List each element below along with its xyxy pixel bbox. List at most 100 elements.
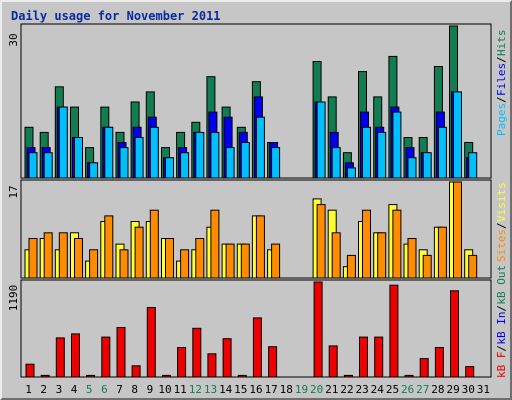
bar-pages-1	[28, 152, 38, 179]
x-tick-label-4: 4	[71, 383, 78, 396]
bar-sites-26	[407, 238, 417, 279]
bar-sites-21	[331, 232, 341, 279]
x-tick-label-2: 2	[40, 383, 47, 396]
bar-sites-17	[271, 243, 281, 279]
bar-pages-11	[180, 152, 190, 179]
bar-pages-20	[316, 101, 326, 179]
bottom-legend-kb-in: kB In	[495, 311, 508, 344]
bar-kbf-16	[252, 317, 262, 378]
bar-kbf-1	[25, 363, 35, 378]
x-tick-label-20: 20	[310, 383, 323, 396]
bar-pages-22	[346, 167, 356, 179]
x-tick-label-17: 17	[265, 383, 278, 396]
bar-kbf-14	[222, 338, 232, 378]
bottom-legend-sep: /	[495, 345, 508, 352]
bar-pages-17	[271, 147, 281, 179]
bar-kbf-30	[465, 366, 475, 378]
x-tick-label-21: 21	[325, 383, 338, 396]
bar-sites-27	[422, 254, 432, 279]
bar-sites-29	[453, 181, 462, 279]
bar-pages-2	[43, 152, 53, 179]
x-tick-label-12: 12	[189, 383, 202, 396]
bar-sites-4	[74, 238, 83, 279]
bar-kbf-2	[40, 374, 50, 378]
bar-sites-30	[468, 254, 478, 279]
x-tick-label-6: 6	[101, 383, 108, 396]
bar-sites-16	[255, 215, 265, 279]
middle-legend-sep: /	[495, 222, 508, 229]
x-tick-label-25: 25	[386, 383, 399, 396]
x-tick-label-11: 11	[174, 383, 187, 396]
bar-pages-14	[225, 147, 235, 179]
bar-sites-14	[225, 243, 235, 279]
bar-kbf-27	[419, 358, 429, 378]
bar-kbf-3	[55, 337, 65, 378]
bar-kbf-29	[450, 290, 459, 378]
bar-pages-21	[331, 147, 341, 179]
bar-kbf-5	[86, 374, 96, 378]
middle-legend-sites: Sites	[495, 229, 508, 262]
bar-sites-1	[28, 238, 38, 279]
bar-pages-23	[362, 126, 371, 179]
top-legend-hits: Hits	[495, 30, 508, 57]
x-tick-label-15: 15	[234, 383, 247, 396]
y-max-label-bottom: 1190	[7, 285, 20, 312]
bar-pages-24	[377, 131, 387, 179]
bar-sites-8	[134, 226, 144, 279]
bar-sites-7	[119, 249, 129, 279]
bar-sites-6	[104, 215, 114, 279]
x-tick-label-1: 1	[25, 383, 32, 396]
bar-pages-3	[58, 106, 68, 179]
bar-sites-2	[43, 232, 53, 279]
bar-pages-10	[165, 157, 174, 179]
bar-sites-5	[89, 249, 99, 279]
x-tick-label-13: 13	[204, 383, 217, 396]
bar-sites-3	[58, 232, 68, 279]
x-tick-label-8: 8	[131, 383, 138, 396]
bottom-legend-kb-out: kB Out	[495, 265, 508, 305]
top-legend-pages: Pages	[495, 103, 508, 136]
bar-kbf-11	[177, 347, 187, 378]
bar-sites-12	[195, 238, 205, 279]
bar-pages-6	[104, 126, 114, 179]
bar-sites-28	[437, 226, 447, 279]
y-max-label-top: 30	[7, 33, 20, 46]
bar-kbf-20	[313, 281, 323, 378]
bar-pages-30	[468, 152, 478, 179]
x-tick-label-24: 24	[371, 383, 385, 396]
bar-pages-5	[89, 162, 99, 179]
x-tick-label-30: 30	[462, 383, 475, 396]
x-tick-label-16: 16	[249, 383, 262, 396]
bar-pages-9	[149, 126, 159, 179]
bar-kbf-4	[71, 333, 80, 378]
bar-kbf-24	[374, 336, 384, 378]
bar-pages-12	[195, 131, 205, 179]
x-tick-label-10: 10	[158, 383, 171, 396]
bar-kbf-28	[434, 347, 444, 378]
bar-kbf-22	[343, 374, 353, 378]
bar-kbf-25	[389, 284, 399, 378]
bar-kbf-26	[404, 374, 414, 378]
bar-pages-25	[392, 111, 402, 179]
bar-kbf-13	[207, 353, 217, 378]
y-max-label-middle: 17	[7, 185, 20, 198]
bar-sites-20	[316, 204, 326, 279]
x-tick-label-9: 9	[147, 383, 154, 396]
bar-sites-23	[362, 209, 371, 279]
bar-kbf-23	[359, 336, 368, 378]
bar-pages-15	[240, 142, 250, 179]
bar-kbf-6	[101, 336, 111, 378]
bar-sites-22	[346, 254, 356, 279]
bar-sites-25	[392, 209, 402, 279]
top-legend-sep: /	[495, 56, 508, 63]
x-tick-label-31: 31	[477, 383, 490, 396]
bar-kbf-17	[268, 346, 278, 378]
bar-kbf-15	[237, 374, 247, 378]
x-tick-label-22: 22	[340, 383, 353, 396]
x-tick-label-28: 28	[431, 383, 444, 396]
bar-sites-9	[149, 209, 159, 279]
bar-sites-13	[210, 209, 220, 279]
bar-pages-27	[422, 152, 432, 179]
bottom-legend-kb-f: kB F	[495, 352, 508, 379]
